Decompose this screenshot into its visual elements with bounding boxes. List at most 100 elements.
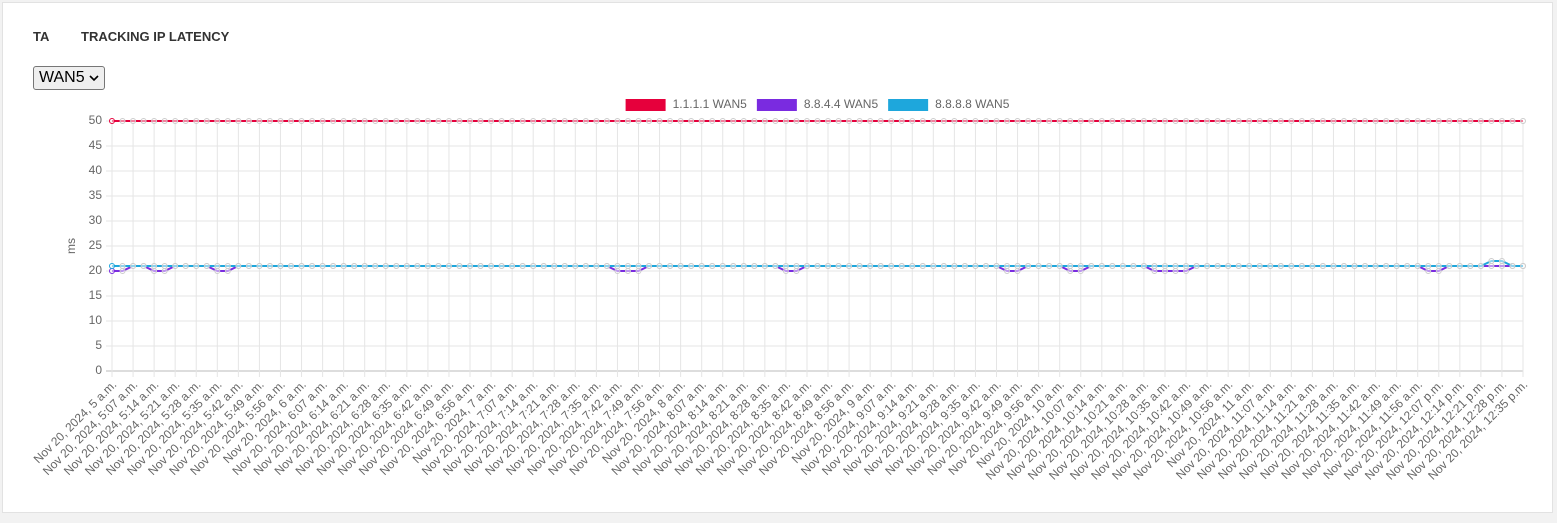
point [119,268,126,274]
point [1204,263,1211,269]
point [919,118,926,124]
point [477,118,484,124]
point [509,263,516,269]
point [888,263,895,269]
point [551,118,558,124]
point [793,263,800,269]
point [1288,118,1295,124]
point [1214,118,1221,124]
point [330,263,337,269]
point [130,118,137,124]
point [761,263,768,269]
point [667,263,674,269]
point [1014,263,1021,269]
point [572,263,579,269]
point [277,118,284,124]
point [1435,263,1442,269]
point [445,118,452,124]
point [1235,263,1242,269]
point [245,263,252,269]
point [1172,118,1179,124]
point [1204,118,1211,124]
point [582,263,589,269]
point [224,268,231,274]
point [1046,118,1053,124]
point [130,263,137,269]
point [235,263,242,269]
tab[interactable]: TA [33,29,50,44]
point [1151,268,1158,274]
point [646,118,653,124]
point [677,263,684,269]
point [624,118,631,124]
point [835,118,842,124]
point [288,118,295,124]
point [982,263,989,269]
point [730,263,737,269]
point [277,263,284,269]
point [646,263,653,269]
y-tick-label: 0 [95,363,102,377]
point [1467,118,1474,124]
point [1488,263,1495,269]
point [1014,118,1021,124]
point [572,118,579,124]
point [498,118,505,124]
point [1404,263,1411,269]
point [1330,263,1337,269]
point [951,263,958,269]
point [982,118,989,124]
point [1256,263,1263,269]
point [193,118,200,124]
point [214,268,221,274]
point [856,263,863,269]
point [151,118,158,124]
point [403,263,410,269]
point [719,263,726,269]
point [1172,263,1179,269]
point [140,263,147,269]
point [330,118,337,124]
point [1004,118,1011,124]
point [1246,118,1253,124]
point [1119,118,1126,124]
point [1140,118,1147,124]
point [1309,118,1316,124]
point [1183,118,1190,124]
point [1088,118,1095,124]
point [635,118,642,124]
point [1225,118,1232,124]
point [867,118,874,124]
point [540,118,547,124]
point [361,263,368,269]
point [1298,263,1305,269]
point [1183,263,1190,269]
point [424,118,431,124]
point [214,263,221,269]
legend-label: 8.8.4.4 WAN5 [804,97,879,111]
point [530,118,537,124]
point [1477,263,1484,269]
point [1098,118,1105,124]
point [1319,263,1326,269]
point [403,118,410,124]
point [1520,263,1526,269]
point [751,263,758,269]
point [266,263,273,269]
point [719,118,726,124]
point [1109,118,1116,124]
point [372,263,379,269]
point [803,118,810,124]
point [382,263,389,269]
point [1014,268,1021,274]
point [772,118,779,124]
point [1351,263,1358,269]
y-tick-label: 25 [89,238,103,252]
select-value: WAN5 [39,69,85,86]
wan-select[interactable]: WAN5 [33,66,105,90]
point [740,263,747,269]
point [1309,263,1316,269]
point [224,263,231,269]
point [182,263,189,269]
